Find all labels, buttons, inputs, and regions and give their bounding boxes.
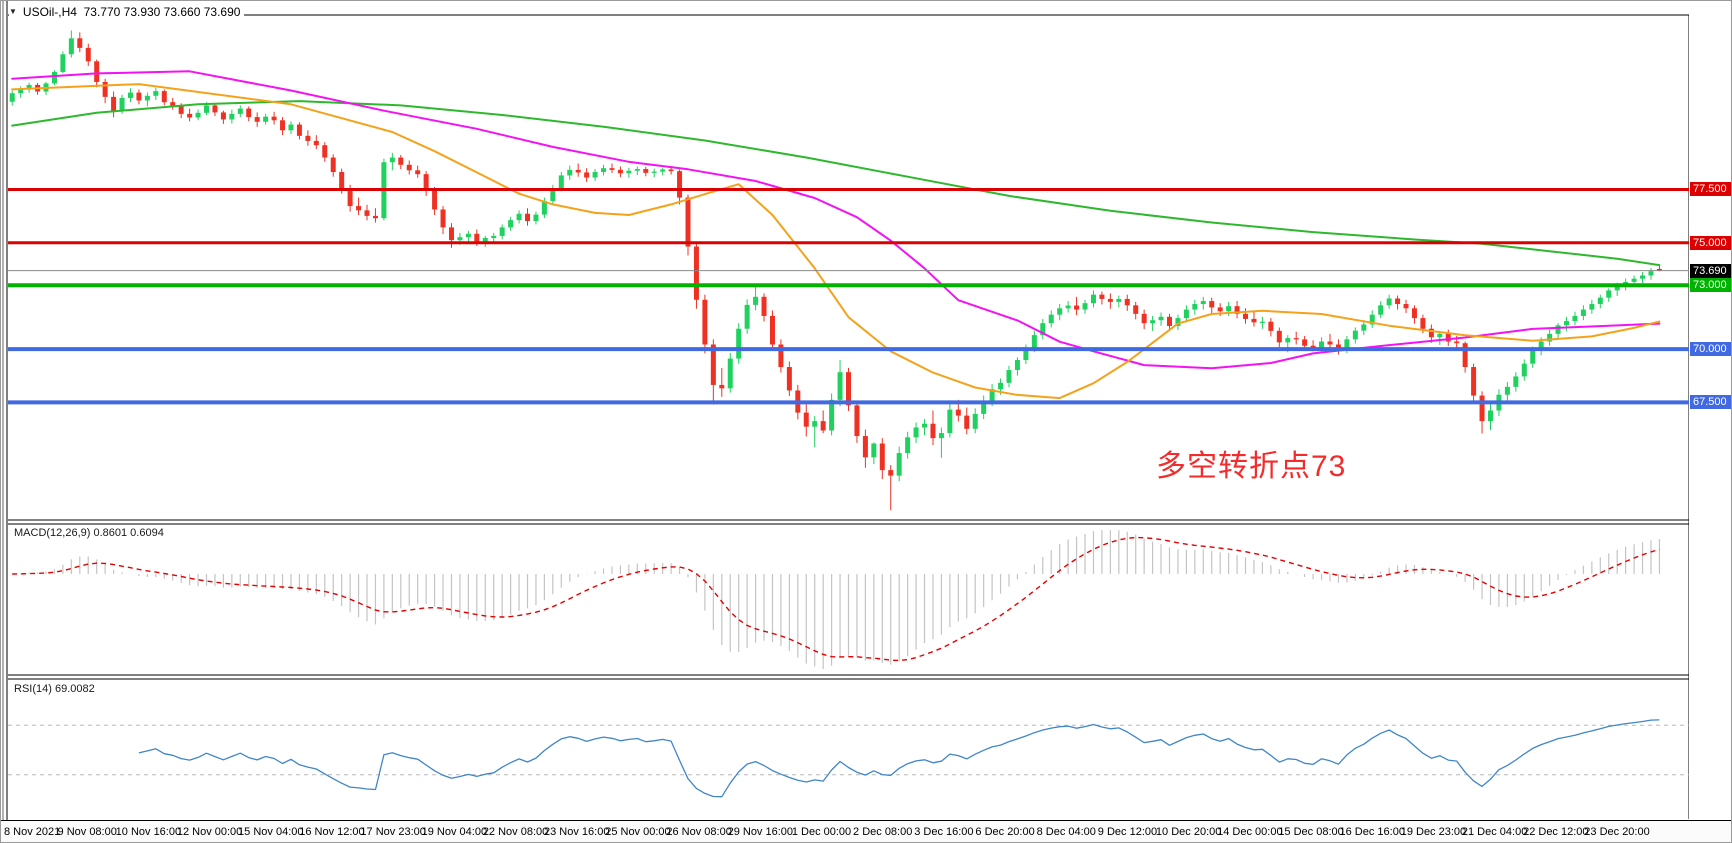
time-axis-label: 29 Nov 16:00 — [727, 826, 794, 838]
symbol-ohlc: 73.770 73.930 73.660 73.690 — [83, 5, 241, 19]
price-badge-77.500: 77.500 — [1690, 182, 1731, 197]
time-axis-label: 22 Nov 08:00 — [482, 826, 549, 838]
price-badge-70.000: 70.000 — [1690, 342, 1731, 357]
symbol-info[interactable]: ▼ USOil-,H4 73.770 73.930 73.660 73.690 — [9, 5, 245, 19]
time-axis-label: 17 Nov 23:00 — [360, 826, 426, 838]
time-axis-label: 2 Dec 08:00 — [853, 826, 913, 838]
time-axis-label: 23 Nov 16:00 — [544, 826, 610, 838]
ma-slow-green[interactable] — [11, 100, 1661, 267]
price-badge-75.000: 75.000 — [1690, 235, 1731, 250]
candlestick-series — [9, 30, 1662, 511]
time-axis-label: 9 Dec 12:00 — [1097, 826, 1158, 838]
time-axis-label: 22 Dec 12:00 — [1523, 826, 1589, 838]
time-axis[interactable]: 8 Nov 2021 9 Nov 08:00 10 Nov 16:00 12 Nov … — [1, 820, 1731, 842]
time-axis-label: 3 Dec 16:00 — [914, 826, 974, 838]
time-axis-label: 10 Nov 16:00 — [115, 826, 182, 838]
time-axis-label: 6 Dec 20:00 — [975, 826, 1035, 838]
time-axis-label: 15 Nov 04:00 — [238, 826, 304, 838]
macd-indicator-label: MACD(12,26,9) 0.8601 0.6094 — [14, 527, 164, 539]
macd-histogram — [20, 530, 1661, 669]
time-axis-label: 16 Nov 12:00 — [299, 826, 365, 838]
price-axis[interactable] — [1689, 1, 1731, 842]
chart-text-annotation[interactable]: 多空转折点73 — [1156, 450, 1347, 483]
time-axis-label: 26 Nov 08:00 — [666, 826, 732, 838]
ma-mid-magenta[interactable] — [11, 70, 1661, 370]
symbol-name: USOil-,H4 — [22, 5, 77, 19]
time-axis-label: 9 Nov 08:00 — [57, 826, 117, 838]
time-axis-label: 23 Dec 20:00 — [1584, 826, 1650, 838]
time-axis-label: 8 Dec 04:00 — [1036, 826, 1096, 838]
time-axis-label: 1 Dec 00:00 — [791, 826, 852, 838]
ma-fast-orange[interactable] — [11, 83, 1661, 400]
rsi-indicator-label: RSI(14) 69.0082 — [14, 683, 95, 695]
rsi-line — [138, 719, 1660, 798]
time-axis-label: 15 Dec 08:00 — [1278, 826, 1344, 838]
macd-signal-line — [12, 536, 1660, 662]
time-axis-label: 12 Nov 00:00 — [176, 826, 243, 838]
time-axis-label: 14 Dec 00:00 — [1217, 826, 1283, 838]
time-axis-label: 16 Dec 16:00 — [1339, 826, 1405, 838]
current-price-badge: 73.690 — [1690, 263, 1731, 278]
triangle-down-icon[interactable]: ▼ — [9, 7, 17, 16]
price-badge-67.500: 67.500 — [1690, 395, 1731, 410]
time-axis-label: 21 Dec 04:00 — [1461, 826, 1528, 838]
time-axis-label: 19 Nov 04:00 — [421, 826, 488, 838]
time-axis-label: 19 Dec 23:00 — [1400, 826, 1467, 838]
time-axis-label: 25 Nov 00:00 — [605, 826, 671, 838]
time-axis-label: 8 Nov 2021 — [4, 826, 61, 838]
price-badge-73.000: 73.000 — [1690, 278, 1731, 293]
time-axis-label: 10 Dec 20:00 — [1155, 826, 1222, 838]
